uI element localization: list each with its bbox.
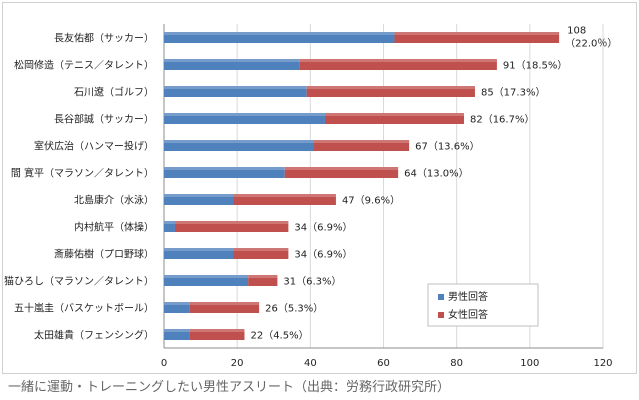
bar-segment-female (306, 86, 475, 97)
chart-caption: 一緒に運動・トレーニングしたい男性アスリート（出典：労務行政研究所） (8, 380, 451, 395)
data-label: 34（6.9%） (294, 249, 352, 261)
category-label: 五十嵐圭（バスケットボール） (14, 302, 154, 315)
category-label: 松岡修造（テニス／タレント） (14, 59, 154, 72)
bar-highlight (164, 86, 475, 89)
legend-box (427, 283, 539, 327)
bar-segment-female (284, 167, 399, 178)
bar-segment-male (164, 140, 314, 151)
bar-highlight (164, 32, 560, 35)
x-tick-label: 0 (161, 358, 167, 369)
bar-segment-male (164, 86, 307, 97)
bar-segment-female (313, 140, 410, 151)
bar-segment-female (299, 59, 497, 70)
data-label: 22（4.5%） (250, 330, 308, 342)
legend-label-male: 男性回答 (448, 290, 488, 303)
category-label: 内村航平（体操） (74, 221, 154, 234)
data-label: 47（9.6%） (342, 195, 400, 207)
bar-highlight (164, 248, 289, 251)
x-tick-label: 120 (593, 358, 612, 369)
legend-swatch-male (438, 294, 444, 300)
bar-segment-male (164, 59, 300, 70)
bar-highlight (164, 167, 399, 170)
data-label: 82（16.7%） (470, 114, 535, 126)
bar-segment-male (164, 302, 190, 313)
bar-segment-female (189, 302, 260, 313)
data-label: 85（17.3%） (481, 87, 546, 99)
bar-segment-female (394, 32, 560, 43)
x-tick-label: 40 (304, 358, 317, 369)
bar-segment-female (189, 329, 245, 340)
bar-highlight (164, 59, 497, 62)
bar-segment-male (164, 221, 175, 232)
data-label: 64（13.0%） (404, 168, 469, 180)
bar-segment-male (164, 248, 234, 259)
category-label: 間 寛平（マラソン／タレント） (11, 167, 154, 180)
bar-highlight (164, 221, 289, 224)
category-label: 石川遼（ゴルフ） (74, 86, 154, 99)
bar-segment-female (174, 221, 289, 232)
data-label: 31（6.3%） (283, 276, 341, 288)
bar-segment-female (233, 194, 336, 205)
x-tick-label: 80 (450, 358, 463, 369)
category-label: 室伏広治（ハンマー投げ） (34, 140, 154, 153)
bar-highlight (164, 113, 464, 116)
x-tick-label: 60 (377, 358, 390, 369)
data-label: 67（13.6%） (415, 141, 480, 153)
bar-highlight (164, 329, 245, 332)
data-label: 26（5.3%） (265, 303, 323, 315)
bar-highlight (164, 194, 336, 197)
bar-segment-female (233, 248, 289, 259)
bar-highlight (164, 275, 278, 278)
data-label: （22.0％） (565, 38, 617, 50)
bar-segment-male (164, 194, 234, 205)
bar-segment-female (324, 113, 464, 124)
bar-segment-male (164, 275, 249, 286)
bar-segment-male (164, 32, 395, 43)
bar-highlight (164, 140, 410, 143)
category-label: 北島康介（水泳） (74, 194, 154, 207)
data-label: 91（18.5%） (503, 60, 568, 72)
legend-label-female: 女性回答 (448, 308, 488, 321)
category-label: 猫ひろし（マラソン／タレント） (4, 275, 154, 288)
bar-segment-male (164, 167, 285, 178)
category-label: 長谷部誠（サッカー） (54, 113, 154, 126)
category-label: 太田雄貴（フェンシング） (34, 329, 154, 342)
bar-segment-female (248, 275, 278, 286)
category-label: 長友佑都（サッカー） (54, 32, 154, 45)
bar-segment-male (164, 113, 325, 124)
bar-highlight (164, 302, 260, 305)
x-tick-label: 100 (520, 358, 539, 369)
category-label: 斎藤佑樹（プロ野球） (54, 248, 154, 261)
legend-swatch-female (438, 312, 444, 318)
data-label: 108 (567, 26, 586, 37)
data-label: 34（6.9%） (294, 222, 352, 234)
bar-segment-male (164, 329, 190, 340)
x-tick-label: 20 (231, 358, 244, 369)
